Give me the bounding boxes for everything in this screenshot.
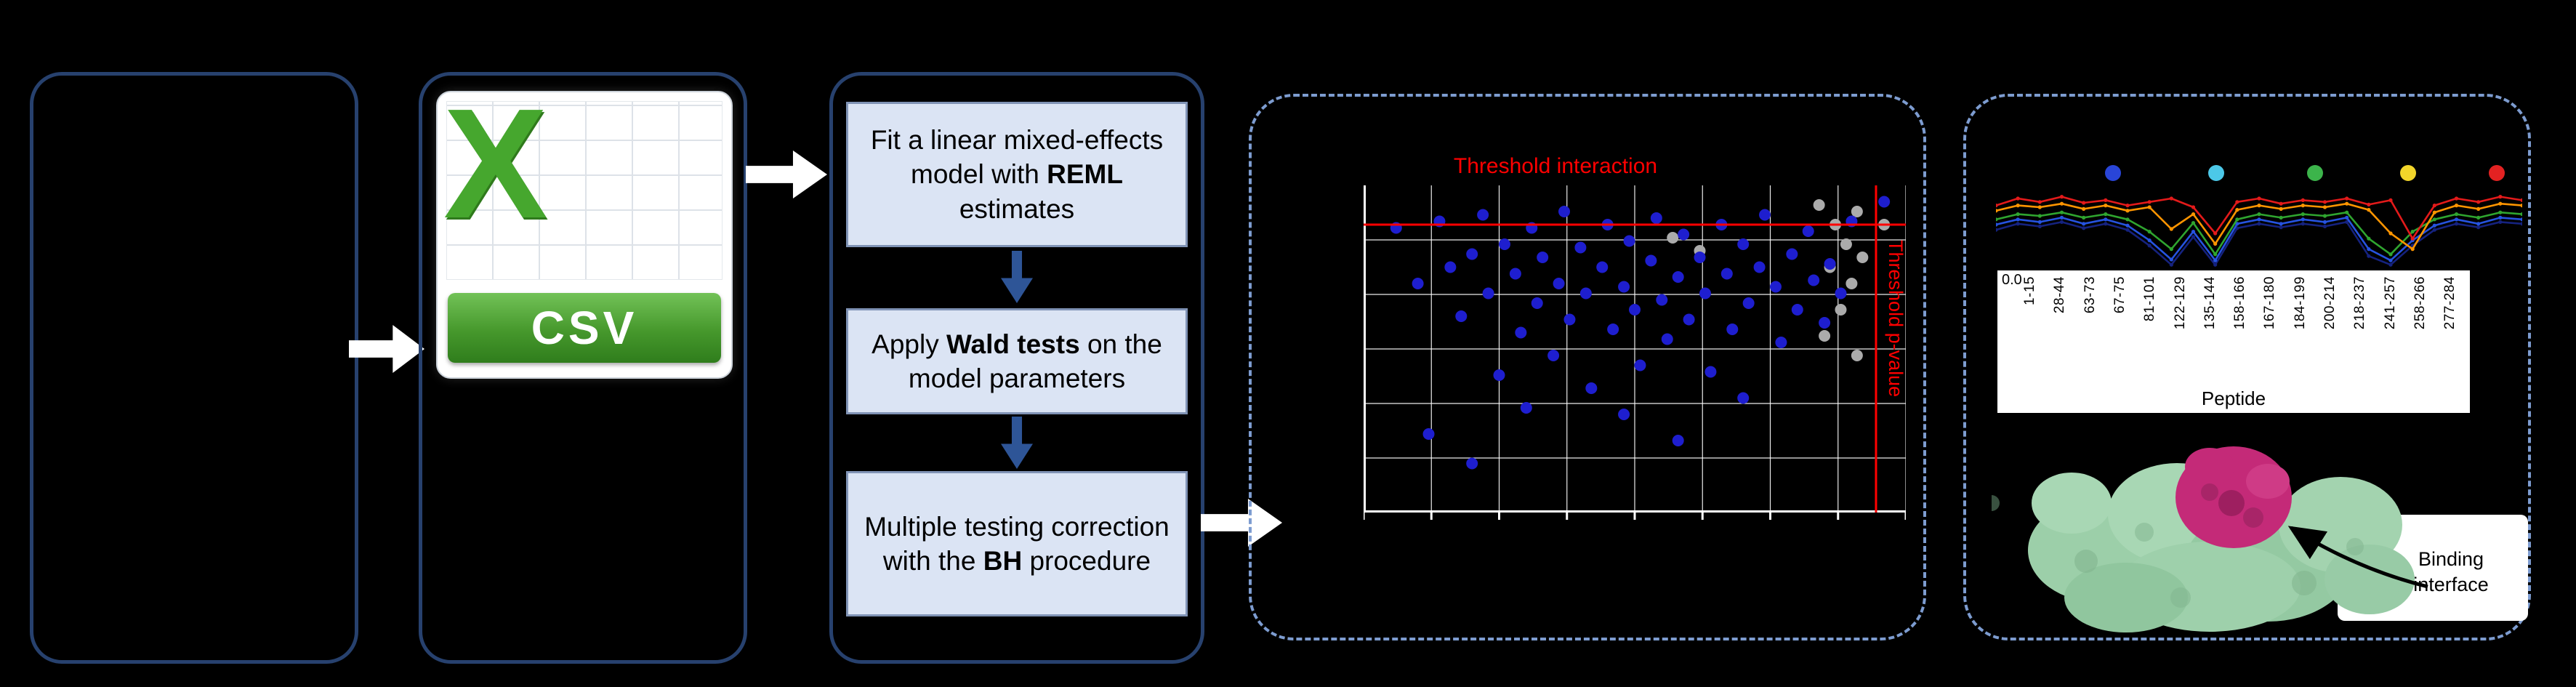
- binding-interface-arrow: [2287, 526, 2428, 589]
- step-wald-box: Apply Wald tests on the model parameters: [846, 308, 1188, 414]
- legend-dot-red: [2489, 165, 2505, 181]
- model-steps-panel: [829, 72, 1204, 664]
- step-bh-box: Multiple testing correction with the BH …: [846, 471, 1188, 616]
- peptide-tick-label: 277-284: [2442, 276, 2458, 330]
- peptide-tick-label: 167-180: [2262, 276, 2278, 330]
- legend-dot-cyan: [2208, 165, 2224, 181]
- peptide-tick-label: 122-129: [2172, 276, 2188, 330]
- step-wald-text: Apply Wald tests on the model parameters: [872, 329, 1162, 393]
- input-data-panel: [30, 72, 358, 664]
- peptide-tick-label: 184-199: [2292, 276, 2308, 330]
- flow-arrow-right-1: [349, 325, 424, 373]
- intensity-profile-chart: [1994, 165, 2524, 273]
- legend-dot-blue: [2105, 165, 2121, 181]
- peptide-tick-label: 258-266: [2412, 276, 2428, 330]
- y-axis-tick: 0.0: [2002, 272, 2022, 288]
- step-reml-box: Fit a linear mixed-effects model with RE…: [846, 102, 1188, 247]
- binding-interface-magenta: [2175, 446, 2292, 548]
- peptide-axis-title: Peptide: [2201, 387, 2266, 409]
- peptide-tick-label: 63-73: [2082, 276, 2098, 314]
- threshold-pvalue-label: Threshold p-value: [1885, 240, 1907, 398]
- csv-page: X CSV: [436, 76, 733, 379]
- peptide-tick-label: 200-214: [2322, 276, 2338, 330]
- peptide-tick-label: 1-15: [2022, 276, 2037, 306]
- flow-arrow-right-2: [746, 150, 827, 198]
- peptide-tick-label: 158-166: [2232, 276, 2248, 330]
- excel-x-logo: X: [443, 76, 548, 251]
- volcano-plot-panel: [1249, 94, 1926, 640]
- peptide-tick-label: 81-101: [2142, 276, 2158, 322]
- peptide-tick-label: 218-237: [2352, 276, 2368, 330]
- profile-lines-svg: [1994, 195, 2524, 267]
- csv-file-icon: X CSV: [436, 76, 733, 379]
- peptide-tick-label: 67-75: [2112, 276, 2128, 314]
- peptide-axis-card: 0.0 1-15 28-44 63-73 67-75 81-101 122-129 135-…: [1997, 270, 2470, 413]
- csv-file-panel: [419, 72, 747, 664]
- protein-structure-image: [1992, 446, 2428, 632]
- threshold-interaction-label: Threshold interaction: [1453, 154, 1658, 178]
- peptide-tick-label: 241-257: [2382, 276, 2398, 330]
- legend-dot-yellow: [2400, 165, 2416, 181]
- step-bh-text: Multiple testing correction with the BH …: [864, 511, 1170, 576]
- csv-banner-label: CSV: [448, 293, 721, 363]
- peptide-tick-label: 28-44: [2052, 276, 2068, 314]
- peptide-tick-label: 135-144: [2202, 276, 2218, 330]
- peptide-profile-panel: [1963, 94, 2531, 640]
- binding-interface-label: Binding interface: [2413, 548, 2489, 596]
- legend-dot-green: [2307, 165, 2323, 181]
- step-reml-text: Fit a linear mixed-effects model with RE…: [870, 124, 1164, 224]
- spreadsheet-grid: [446, 101, 723, 280]
- volcano-scatter-plot: [1364, 185, 1906, 520]
